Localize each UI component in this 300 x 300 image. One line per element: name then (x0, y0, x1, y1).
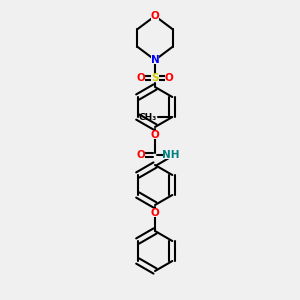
FancyBboxPatch shape (151, 56, 159, 64)
FancyBboxPatch shape (151, 74, 159, 82)
FancyBboxPatch shape (151, 131, 159, 139)
FancyBboxPatch shape (137, 151, 145, 159)
Text: O: O (136, 150, 146, 160)
Text: N: N (151, 55, 159, 65)
Text: O: O (165, 73, 173, 83)
FancyBboxPatch shape (151, 12, 159, 20)
Text: S: S (151, 73, 159, 83)
FancyBboxPatch shape (165, 74, 173, 82)
Text: CH₃: CH₃ (138, 112, 156, 122)
FancyBboxPatch shape (151, 209, 159, 217)
Text: O: O (151, 130, 159, 140)
FancyBboxPatch shape (137, 74, 145, 82)
Text: O: O (151, 208, 159, 218)
Text: O: O (151, 11, 159, 21)
FancyBboxPatch shape (164, 151, 178, 159)
Text: O: O (136, 73, 146, 83)
Text: NH: NH (162, 150, 180, 160)
